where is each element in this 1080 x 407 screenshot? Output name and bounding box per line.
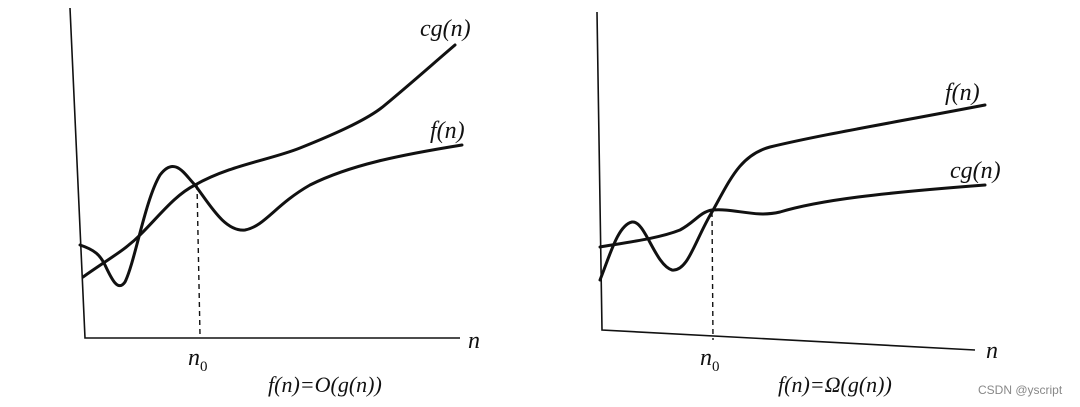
threshold-sub: 0 xyxy=(200,359,208,375)
axes xyxy=(596,11,976,351)
threshold-base: n xyxy=(700,345,712,371)
curve-label: cg(n) xyxy=(420,16,471,42)
caption: f(n)=Ω(g(n)) xyxy=(778,372,892,397)
curve-label: f(n) xyxy=(945,80,980,106)
f-curve xyxy=(78,143,464,288)
threshold-line xyxy=(196,184,201,336)
curve-label: f(n) xyxy=(430,118,465,144)
threshold-label: n0 xyxy=(188,345,208,375)
axis-label: n xyxy=(986,338,998,364)
watermark: CSDN @yscript xyxy=(978,383,1063,397)
cg-curve xyxy=(598,183,987,249)
curve-label: cg(n) xyxy=(950,158,1001,184)
threshold-line xyxy=(711,211,714,341)
caption: f(n)=O(g(n)) xyxy=(268,372,382,397)
axis-label: n xyxy=(468,328,480,354)
axes xyxy=(69,7,460,339)
left-panel: cg(n) f(n) n n0 f(n)=O(g(n)) xyxy=(69,7,480,397)
threshold-label: n0 xyxy=(700,345,720,375)
threshold-sub: 0 xyxy=(712,359,720,375)
threshold-base: n xyxy=(188,345,200,371)
f-curve xyxy=(598,103,987,282)
right-panel: f(n) cg(n) n n0 f(n)=Ω(g(n)) xyxy=(596,11,1001,397)
